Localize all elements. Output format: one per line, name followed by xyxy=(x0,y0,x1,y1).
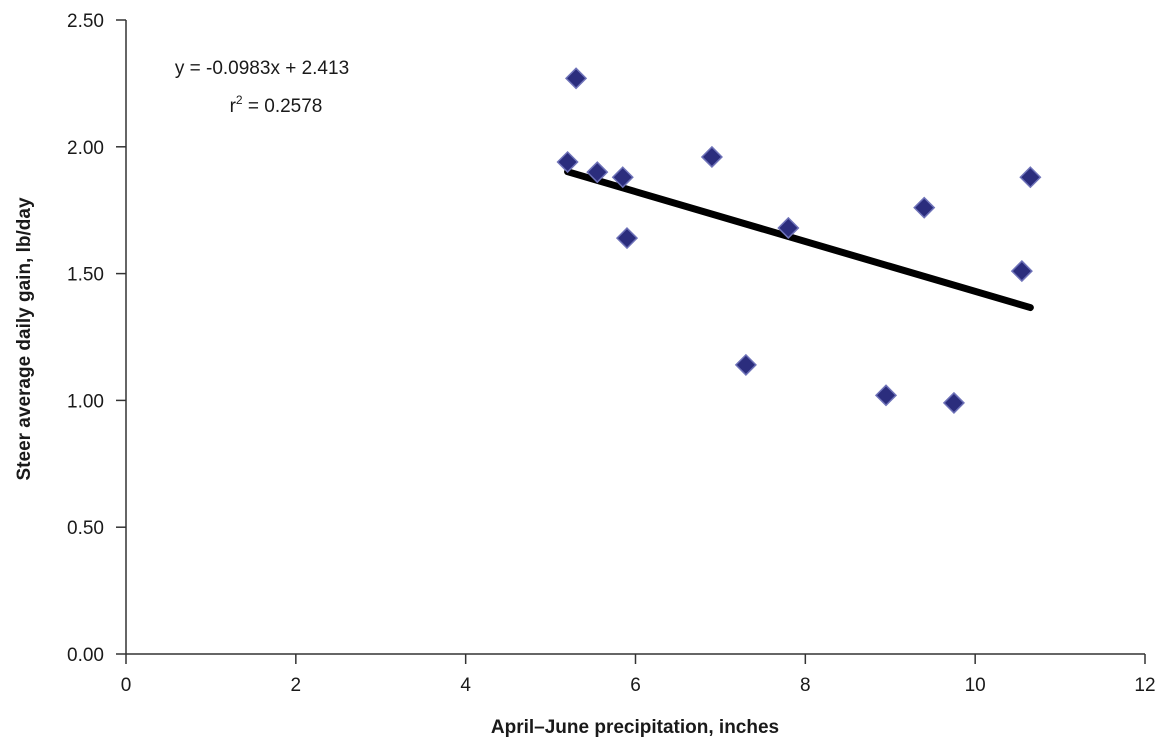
y-tick-label: 0.50 xyxy=(67,518,104,539)
y-tick-label: 0.00 xyxy=(67,645,104,666)
r-squared-value: = 0.2578 xyxy=(243,96,323,117)
data-point xyxy=(1010,260,1033,283)
trendline-layer xyxy=(564,168,1034,312)
x-tick-label: 2 xyxy=(291,675,302,696)
y-axis-title: Steer average daily gain, lb/day xyxy=(14,197,35,480)
x-tick-label: 12 xyxy=(1134,675,1155,696)
data-point xyxy=(564,67,588,90)
x-tick-label: 6 xyxy=(630,675,641,696)
y-tick-label: 2.00 xyxy=(67,138,104,159)
trendline xyxy=(564,168,1034,312)
data-point xyxy=(586,161,609,184)
data-point xyxy=(700,145,723,169)
data-point xyxy=(556,150,579,174)
data-point xyxy=(913,196,936,219)
y-tick-label: 1.00 xyxy=(67,391,104,412)
data-point xyxy=(615,227,639,250)
r-squared-exponent: 2 xyxy=(236,93,243,107)
x-tick-label: 4 xyxy=(460,675,471,696)
x-tick-label: 8 xyxy=(800,675,811,696)
data-point xyxy=(874,384,898,407)
data-point xyxy=(942,391,965,414)
y-tick-label: 1.50 xyxy=(67,265,104,286)
data-point xyxy=(1019,166,1042,189)
data-point xyxy=(777,216,800,240)
data-point xyxy=(611,166,634,189)
x-tick-label: 0 xyxy=(121,675,132,696)
axes: 0 2 4 6 8 10 12 0.00 0.50 1.00 1.50 2.00 2.50 xyxy=(67,11,1156,696)
data-points xyxy=(556,67,1042,414)
r-squared-label: r2 = 0.2578 xyxy=(230,93,323,117)
regression-equation: y = -0.0983x + 2.413 xyxy=(175,58,349,79)
r-squared-prefix: r xyxy=(230,96,237,117)
x-tick-label: 10 xyxy=(965,675,986,696)
data-point xyxy=(734,353,757,376)
x-axis-title: April–June precipitation, inches xyxy=(491,717,779,738)
y-tick-label: 2.50 xyxy=(67,11,104,32)
